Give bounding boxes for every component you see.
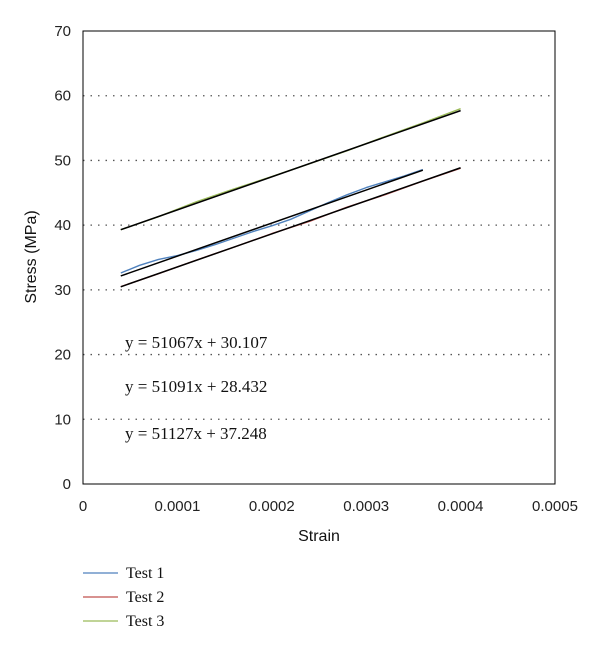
x-tick-label: 0.0004 [438, 498, 484, 515]
y-tick-label: 30 [54, 282, 71, 299]
gridlines [83, 95, 555, 420]
y-axis-label: Stress (MPa) [23, 210, 40, 303]
series-line-test1 [120, 168, 424, 274]
x-axis-label: Strain [298, 528, 340, 545]
y-tick-label: 70 [54, 23, 71, 40]
equation-3: y = 51127x + 37.248 [125, 424, 267, 443]
y-tick-label: 20 [54, 347, 71, 364]
fit-line-1 [120, 169, 424, 277]
equation-1: y = 51067x + 30.107 [125, 333, 268, 352]
legend-label-test1: Test 1 [126, 565, 164, 582]
x-tick-label: 0.0001 [154, 498, 200, 515]
y-tick-label: 60 [54, 88, 71, 105]
equation-2: y = 51091x + 28.432 [125, 377, 267, 396]
fit-line-2 [120, 167, 461, 288]
data-series [120, 108, 461, 288]
fit-lines [120, 109, 461, 288]
y-tick-label: 40 [54, 217, 71, 234]
legend-label-test2: Test 2 [126, 589, 164, 606]
x-tick-label: 0.0003 [343, 498, 389, 515]
x-tick-label: 0 [79, 498, 87, 515]
x-tick-label: 0.0002 [249, 498, 295, 515]
y-tick-label: 50 [54, 152, 71, 169]
y-tick-label: 0 [63, 476, 71, 493]
fit-line-3 [120, 109, 461, 231]
x-tick-label: 0.0005 [532, 498, 578, 515]
legend-label-test3: Test 3 [126, 613, 164, 630]
y-tick-label: 10 [54, 411, 71, 428]
legend: Test 1 Test 2 Test 3 [83, 565, 164, 630]
plot-frame [82, 30, 556, 485]
axis-ticks: 0 10 20 30 40 50 60 70 0 0.0001 0.0002 0.0003 0.0004… [54, 23, 578, 515]
